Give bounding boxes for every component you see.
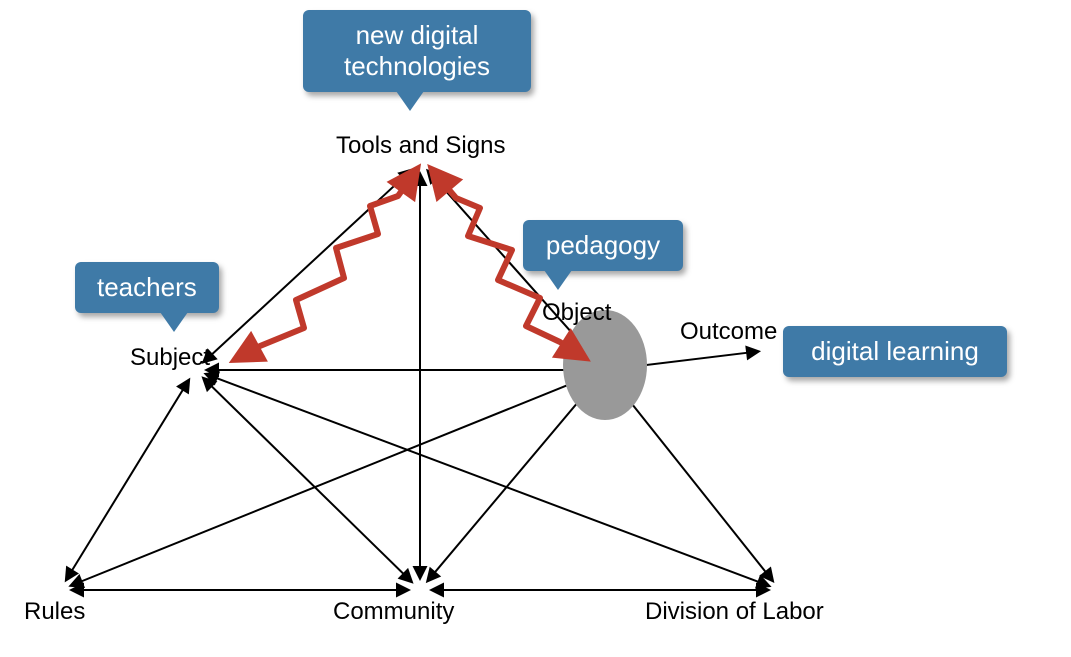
edge-object-community bbox=[428, 379, 598, 581]
callout-teachers: teachers bbox=[75, 262, 219, 313]
label-outcome: Outcome bbox=[680, 318, 777, 346]
edge-object-outcome bbox=[617, 351, 758, 368]
edge-subject-rules bbox=[66, 380, 188, 580]
label-subject: Subject bbox=[130, 344, 210, 372]
label-rules: Rules bbox=[24, 598, 85, 626]
callout-teachers-text: teachers bbox=[97, 272, 197, 302]
edge-subject-division bbox=[206, 374, 769, 586]
edge-object-rules bbox=[71, 374, 594, 585]
callout-pedagogy: pedagogy bbox=[523, 220, 683, 271]
callout-tech-text: new digitaltechnologies bbox=[344, 20, 490, 81]
label-object: Object bbox=[542, 299, 611, 327]
edge-tools-subject bbox=[204, 170, 411, 362]
callout-digital-learning: digital learning bbox=[783, 326, 1007, 377]
edge-subject-community bbox=[204, 378, 412, 581]
label-community: Community bbox=[333, 598, 454, 626]
label-tools: Tools and Signs bbox=[336, 132, 505, 160]
edge-object-division bbox=[612, 379, 772, 580]
callout-digital-text: digital learning bbox=[811, 336, 979, 366]
callout-tech: new digitaltechnologies bbox=[303, 10, 531, 92]
label-division: Division of Labor bbox=[645, 598, 824, 626]
callout-pedagogy-text: pedagogy bbox=[546, 230, 660, 260]
tension-edge-tools-subject bbox=[238, 172, 415, 358]
